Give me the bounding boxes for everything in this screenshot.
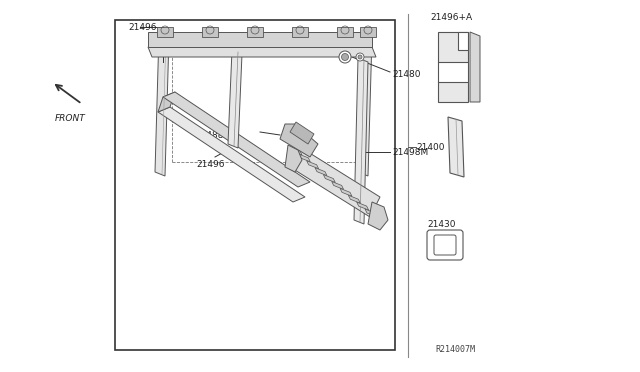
Polygon shape <box>280 124 318 157</box>
Polygon shape <box>470 32 480 102</box>
Polygon shape <box>348 195 360 203</box>
Text: 21496: 21496 <box>128 22 157 32</box>
Circle shape <box>358 55 362 59</box>
Polygon shape <box>292 27 308 37</box>
Circle shape <box>342 54 349 61</box>
Polygon shape <box>202 27 218 37</box>
Text: 21498M: 21498M <box>392 148 428 157</box>
Polygon shape <box>148 47 376 57</box>
Polygon shape <box>298 154 310 162</box>
Polygon shape <box>290 147 302 155</box>
Polygon shape <box>158 92 175 112</box>
Polygon shape <box>360 27 376 37</box>
Text: FRONT: FRONT <box>54 114 85 123</box>
Text: 21496+A: 21496+A <box>430 13 472 22</box>
Polygon shape <box>290 147 380 217</box>
Text: 21430: 21430 <box>427 219 456 228</box>
Polygon shape <box>148 32 372 47</box>
Polygon shape <box>332 182 344 189</box>
Circle shape <box>356 53 364 61</box>
Polygon shape <box>228 50 242 148</box>
Polygon shape <box>247 27 263 37</box>
Text: 21488P: 21488P <box>195 131 229 140</box>
FancyBboxPatch shape <box>434 235 456 255</box>
FancyBboxPatch shape <box>427 230 463 260</box>
Text: 21400: 21400 <box>416 142 445 151</box>
Polygon shape <box>438 32 468 62</box>
Polygon shape <box>115 20 395 350</box>
Polygon shape <box>356 202 369 210</box>
Circle shape <box>339 51 351 63</box>
Polygon shape <box>285 145 302 172</box>
Text: 21496: 21496 <box>196 160 225 169</box>
Polygon shape <box>354 58 368 224</box>
Text: R214007M: R214007M <box>435 346 475 355</box>
Polygon shape <box>358 33 372 176</box>
Polygon shape <box>315 168 327 176</box>
Polygon shape <box>290 122 314 144</box>
Polygon shape <box>163 92 310 187</box>
Polygon shape <box>337 27 353 37</box>
Polygon shape <box>438 82 468 102</box>
Polygon shape <box>157 27 173 37</box>
Polygon shape <box>340 188 352 196</box>
Polygon shape <box>365 209 377 217</box>
Polygon shape <box>155 33 169 176</box>
Polygon shape <box>307 161 319 169</box>
Polygon shape <box>448 117 464 177</box>
Polygon shape <box>368 202 388 230</box>
Polygon shape <box>458 32 468 50</box>
Text: 21480: 21480 <box>392 70 420 78</box>
Polygon shape <box>158 107 305 202</box>
Polygon shape <box>323 174 335 183</box>
